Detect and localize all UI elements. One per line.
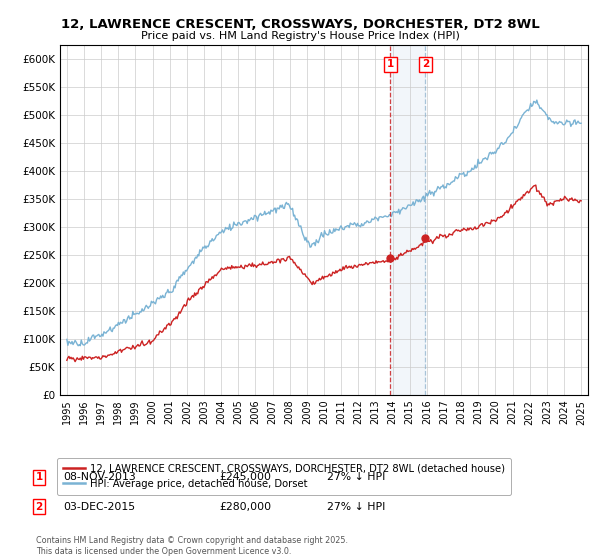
- Text: 1: 1: [387, 59, 394, 69]
- Text: £280,000: £280,000: [219, 502, 271, 512]
- Text: 1: 1: [35, 472, 43, 482]
- Text: 12, LAWRENCE CRESCENT, CROSSWAYS, DORCHESTER, DT2 8WL: 12, LAWRENCE CRESCENT, CROSSWAYS, DORCHE…: [61, 18, 539, 31]
- Bar: [391, 45, 425, 395]
- Text: £245,000: £245,000: [219, 472, 271, 482]
- Text: 03-DEC-2015: 03-DEC-2015: [63, 502, 135, 512]
- Text: 27% ↓ HPI: 27% ↓ HPI: [327, 502, 385, 512]
- Text: Price paid vs. HM Land Registry's House Price Index (HPI): Price paid vs. HM Land Registry's House …: [140, 31, 460, 41]
- Text: 2: 2: [35, 502, 43, 512]
- Legend: 12, LAWRENCE CRESCENT, CROSSWAYS, DORCHESTER, DT2 8WL (detached house), HPI: Ave: 12, LAWRENCE CRESCENT, CROSSWAYS, DORCHE…: [58, 458, 511, 495]
- Text: 2: 2: [422, 59, 429, 69]
- Text: 27% ↓ HPI: 27% ↓ HPI: [327, 472, 385, 482]
- Text: Contains HM Land Registry data © Crown copyright and database right 2025.
This d: Contains HM Land Registry data © Crown c…: [36, 536, 348, 556]
- Text: 08-NOV-2013: 08-NOV-2013: [63, 472, 136, 482]
